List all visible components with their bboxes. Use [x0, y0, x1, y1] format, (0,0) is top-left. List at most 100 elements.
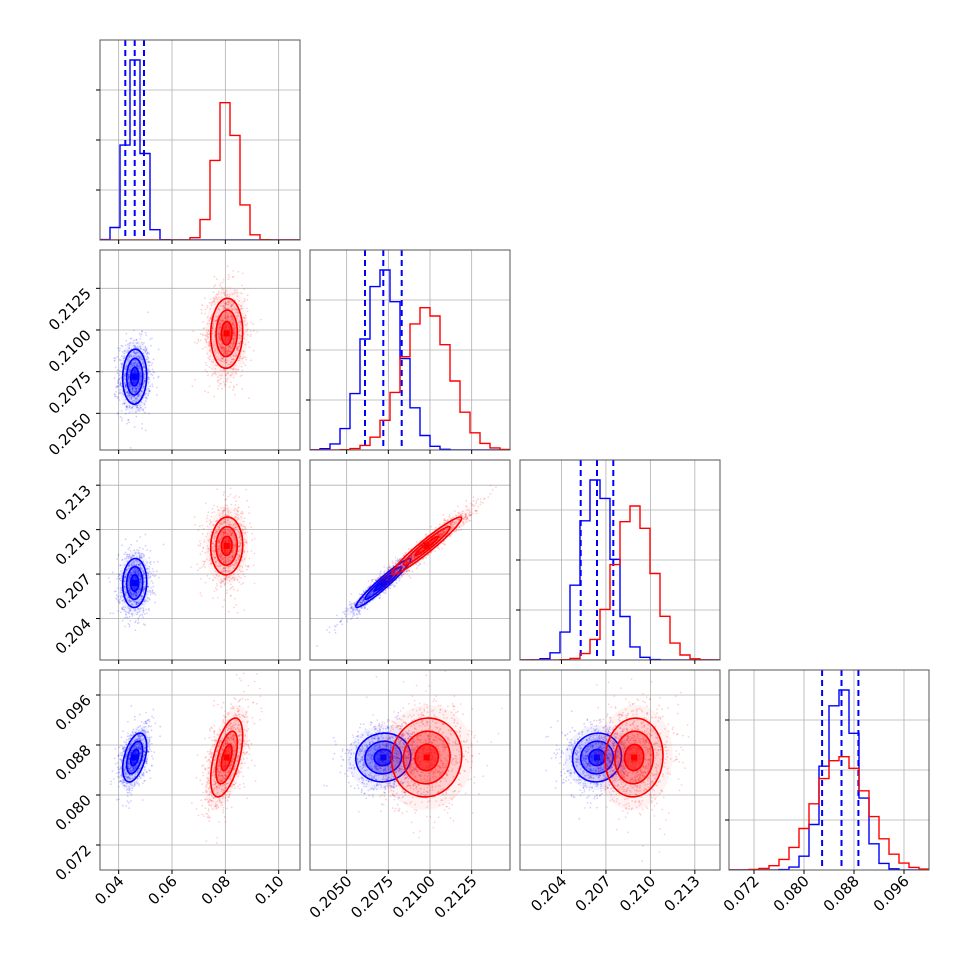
- scatter-point: [235, 526, 238, 529]
- scatter-point: [244, 364, 247, 367]
- scatter-point: [231, 323, 234, 325]
- scatter-point: [125, 363, 128, 366]
- scatter-point: [238, 531, 241, 534]
- scatter-point: [145, 397, 148, 400]
- scatter-point: [222, 346, 225, 349]
- scatter-point: [204, 560, 207, 563]
- scatter-point: [139, 585, 142, 587]
- scatter-point: [235, 500, 238, 503]
- scatter-point: [206, 333, 209, 336]
- scatter-point: [224, 507, 227, 510]
- scatter-point: [202, 528, 205, 530]
- scatter-point: [224, 578, 227, 581]
- scatter-point: [128, 371, 131, 373]
- scatter-point: [229, 493, 232, 496]
- scatter-point: [229, 293, 232, 296]
- scatter-point: [237, 566, 240, 569]
- scatter-point: [215, 530, 218, 532]
- scatter-point: [151, 590, 154, 592]
- scatter-point: [213, 535, 215, 537]
- scatter-point: [238, 342, 240, 344]
- scatter-point: [340, 619, 343, 622]
- scatter-point: [143, 373, 146, 376]
- scatter-point: [217, 509, 219, 511]
- scatter-point: [124, 575, 126, 578]
- scatter-point: [341, 617, 343, 620]
- scatter-point: [127, 360, 129, 363]
- corner-grid: 0.20500.20750.21000.21250.2040.2070.2100…: [45, 39, 930, 922]
- scatter-point: [229, 529, 232, 532]
- scatter-point: [220, 360, 223, 362]
- scatter-point: [241, 388, 244, 390]
- scatter-point: [222, 515, 225, 517]
- scatter-point: [196, 342, 199, 345]
- scatter-point: [209, 316, 212, 319]
- scatter-point: [230, 524, 233, 526]
- scatter-point: [134, 559, 137, 562]
- scatter-point: [141, 595, 144, 598]
- scatter-point: [123, 402, 126, 405]
- scatter-point: [227, 315, 230, 318]
- scatter-point: [128, 567, 130, 570]
- scatter-point: [135, 397, 138, 400]
- scatter-point: [223, 353, 226, 356]
- scatter-point: [203, 539, 206, 542]
- scatter-point: [134, 351, 137, 354]
- scatter-point: [465, 499, 468, 502]
- scatter-point: [204, 338, 206, 340]
- scatter-point: [133, 564, 136, 566]
- scatter-point: [132, 571, 135, 574]
- scatter-point: [124, 373, 126, 375]
- density-peak-blue: [131, 580, 138, 586]
- scatter-point: [232, 354, 235, 357]
- scatter-point: [127, 555, 130, 558]
- scatter-point: [227, 303, 230, 306]
- scatter-point: [227, 533, 230, 536]
- scatter-point: [207, 547, 209, 550]
- scatter-point: [333, 629, 336, 631]
- scatter-point: [146, 388, 148, 391]
- scatter-point: [205, 340, 207, 343]
- scatter-point: [207, 374, 209, 377]
- scatter-point: [214, 342, 216, 345]
- scatter-point: [147, 311, 149, 314]
- scatter-point: [233, 563, 236, 566]
- scatter-point: [129, 549, 132, 552]
- scatter-point: [121, 544, 123, 547]
- scatter-point: [133, 362, 136, 364]
- scatter-point: [358, 612, 360, 615]
- scatter-point: [223, 599, 226, 601]
- scatter-point: [117, 610, 120, 612]
- scatter-point: [234, 355, 237, 358]
- scatter-point: [197, 340, 200, 343]
- scatter-point: [126, 560, 129, 563]
- scatter-point: [206, 352, 208, 355]
- scatter-point: [212, 524, 215, 526]
- scatter-point: [219, 325, 222, 328]
- scatter-point: [134, 621, 137, 624]
- scatter-point: [150, 344, 152, 347]
- scatter-point: [229, 487, 232, 490]
- scatter-point: [215, 293, 218, 296]
- scatter-point: [240, 577, 242, 579]
- scatter-point: [239, 355, 242, 358]
- scatter-point: [226, 314, 229, 317]
- scatter-point: [209, 322, 211, 325]
- scatter-point: [136, 396, 139, 398]
- scatter-point: [128, 575, 131, 577]
- scatter-point: [142, 574, 145, 577]
- scatter-point: [128, 599, 131, 601]
- scatter-point: [136, 362, 139, 365]
- scatter-point: [147, 572, 149, 575]
- scatter-point: [134, 361, 136, 364]
- scatter-point: [245, 358, 248, 361]
- scatter-point: [221, 346, 224, 349]
- scatter-point: [215, 573, 218, 576]
- scatter-point: [219, 556, 222, 559]
- scatter-point: [125, 366, 128, 369]
- scatter-point: [208, 341, 210, 343]
- scatter-point: [221, 347, 224, 350]
- scatter-point: [128, 577, 131, 580]
- scatter-point: [206, 316, 209, 318]
- scatter-point: [120, 376, 123, 379]
